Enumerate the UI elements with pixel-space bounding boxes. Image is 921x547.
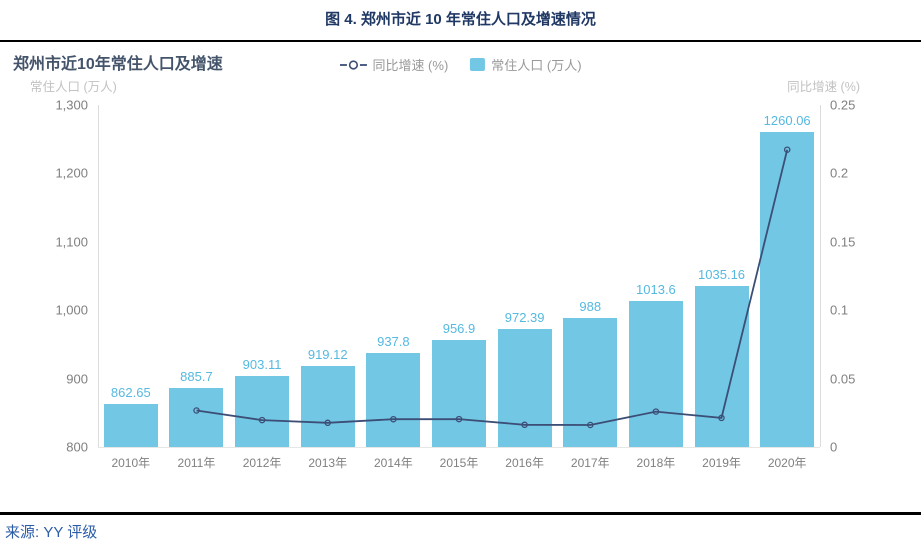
- left-axis-tick: 1,100: [55, 234, 88, 250]
- bar: [497, 329, 552, 447]
- legend-item-growth: 同比增速 (%): [339, 55, 448, 74]
- right-axis-tick: 0.25: [830, 97, 856, 113]
- bar-value-label: 1013.6: [636, 281, 676, 297]
- legend: 同比增速 (%) 常住人口 (万人): [339, 55, 582, 74]
- x-axis-line: [98, 447, 820, 448]
- left-axis-tick: 1,200: [55, 165, 88, 181]
- source-note: 来源: YY 评级: [5, 524, 98, 541]
- bar-value-label: 862.65: [110, 385, 151, 401]
- right-axis-tick: 0.1: [830, 302, 849, 318]
- right-axis-line: [820, 105, 821, 447]
- bottom-rule: [0, 512, 921, 515]
- bar: [103, 404, 158, 447]
- left-axis-tick: 800: [66, 439, 88, 455]
- bar: [563, 318, 618, 447]
- bar-value-label: 1260.06: [763, 113, 811, 129]
- x-axis-label: 2020年: [767, 456, 807, 470]
- bar-value-label: 972.39: [504, 310, 545, 326]
- x-axis-label: 2016年: [505, 456, 544, 470]
- bar: [300, 365, 355, 447]
- square-marker-icon: [470, 58, 486, 71]
- right-axis-tick: 0.2: [830, 165, 849, 181]
- bar-value-label: 903.11: [242, 357, 282, 373]
- x-axis-label: 2017年: [570, 456, 610, 470]
- x-axis-label: 2011年: [177, 456, 216, 470]
- bar: [366, 352, 421, 447]
- bar: [169, 388, 224, 447]
- bar: [628, 300, 683, 447]
- bar-value-label: 885.7: [180, 369, 213, 385]
- x-axis-label: 2015年: [439, 456, 479, 470]
- top-rule: [0, 40, 921, 42]
- bar-value-label: 937.8: [377, 333, 410, 349]
- left-axis-tick: 1,000: [55, 302, 88, 318]
- left-axis-line: [98, 105, 99, 447]
- bar-value-label: 988: [579, 299, 602, 315]
- bar-value-label: 919.12: [307, 346, 348, 362]
- x-axis-label: 2014年: [374, 456, 413, 470]
- x-axis-label: 2012年: [242, 456, 282, 470]
- legend-item-population: 常住人口 (万人): [470, 55, 582, 74]
- x-axis-label: 2018年: [636, 456, 676, 470]
- right-axis-tick: 0: [830, 439, 838, 455]
- left-axis-tick: 1,300: [55, 97, 88, 113]
- right-axis-title: 同比增速 (%): [787, 80, 860, 94]
- bar: [760, 132, 815, 447]
- legend-label-growth: 同比增速 (%): [372, 58, 449, 73]
- bar-value-label: 956.9: [442, 320, 476, 336]
- right-axis-tick: 0.15: [830, 234, 856, 250]
- bar: [694, 286, 749, 447]
- chart-title: 郑州市近10年常住人口及增速: [13, 56, 223, 73]
- left-axis-title: 常住人口 (万人): [30, 80, 117, 94]
- bar: [432, 339, 486, 447]
- bar: [235, 376, 290, 447]
- bar-value-label: 1035.16: [698, 267, 746, 283]
- page-title: 图 4. 郑州市近 10 年常住人口及增速情况: [325, 11, 596, 28]
- legend-label-population: 常住人口 (万人): [491, 58, 582, 73]
- right-axis-tick: 0.05: [830, 371, 856, 387]
- line-circle-marker-icon: [339, 59, 367, 70]
- x-axis-label: 2019年: [702, 456, 741, 470]
- x-axis-label: 2010年: [111, 456, 151, 470]
- left-axis-tick: 900: [66, 371, 88, 387]
- x-axis-label: 2013年: [308, 456, 348, 470]
